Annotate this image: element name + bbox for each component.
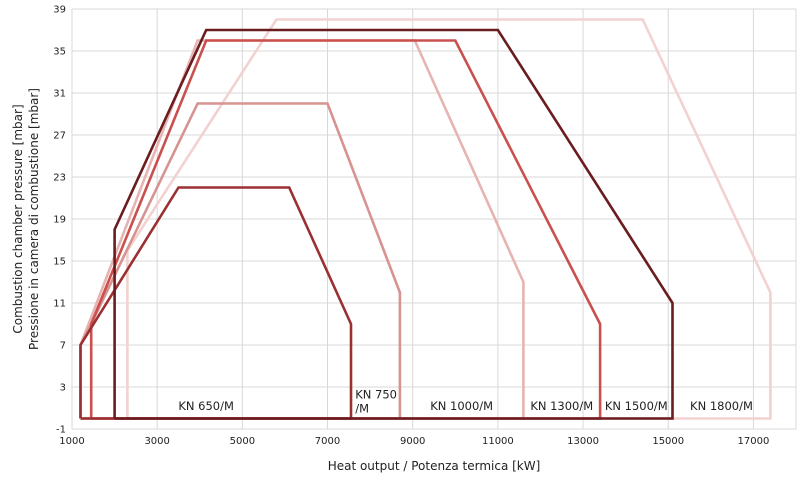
- y-tick-label: 23: [53, 173, 66, 184]
- series-line-kn-1000-m: [79, 39, 525, 420]
- series-label: KN 1300/M: [530, 399, 593, 413]
- series-label: KN 650/M: [178, 399, 234, 413]
- y-tick-label: 19: [53, 215, 66, 226]
- grid: [71, 8, 797, 430]
- series-line-kn-1500-m: [113, 28, 674, 420]
- y-tick-label: 39: [53, 5, 66, 16]
- y-tick-label: 31: [53, 89, 66, 100]
- series-labels: KN 1800/M KN 1000/M KN 750/M KN 1300/M KN 65…: [178, 388, 753, 416]
- series-label: KN 1800/M: [690, 399, 753, 413]
- x-tick-label: 5000: [230, 436, 255, 447]
- y-tick-label: 15: [53, 257, 66, 268]
- x-tick-label: 7000: [315, 436, 340, 447]
- y-axis-title-line-2: Pressione in camera di combustione [mbar…: [27, 88, 41, 350]
- y-tick-label: 7: [60, 341, 66, 352]
- x-tick-label: 15000: [652, 436, 684, 447]
- y-axis-title: Combustion chamber pressure [mbar] Press…: [11, 88, 41, 350]
- y-tick-label: -1: [56, 425, 66, 436]
- series-label: KN 750: [355, 388, 397, 402]
- y-tick-label: 3: [60, 383, 66, 394]
- x-tick-label: 9000: [400, 436, 425, 447]
- y-axis-title-line-1: Combustion chamber pressure [mbar]: [11, 104, 25, 333]
- y-tick-label: 11: [53, 299, 66, 310]
- x-tick-label: 13000: [567, 436, 599, 447]
- series-label: KN 1000/M: [430, 399, 493, 413]
- x-tick-label: 17000: [738, 436, 770, 447]
- tick-labels: -1 3 7 11 15 19 23 27 31 35 39 1000 3000 5000 7000 9000…: [53, 5, 769, 448]
- series-lines: [79, 18, 772, 420]
- x-axis-title: Heat output / Potenza termica [kW]: [328, 459, 541, 473]
- series-label: /M: [355, 402, 369, 416]
- x-tick-label: 1000: [59, 436, 84, 447]
- x-tick-label: 3000: [144, 436, 169, 447]
- y-tick-label: 27: [53, 131, 66, 142]
- x-tick-label: 11000: [482, 436, 514, 447]
- y-tick-label: 35: [53, 47, 66, 58]
- series-line-kn-1300-m: [89, 39, 602, 420]
- series-label: KN 1500/M: [605, 399, 668, 413]
